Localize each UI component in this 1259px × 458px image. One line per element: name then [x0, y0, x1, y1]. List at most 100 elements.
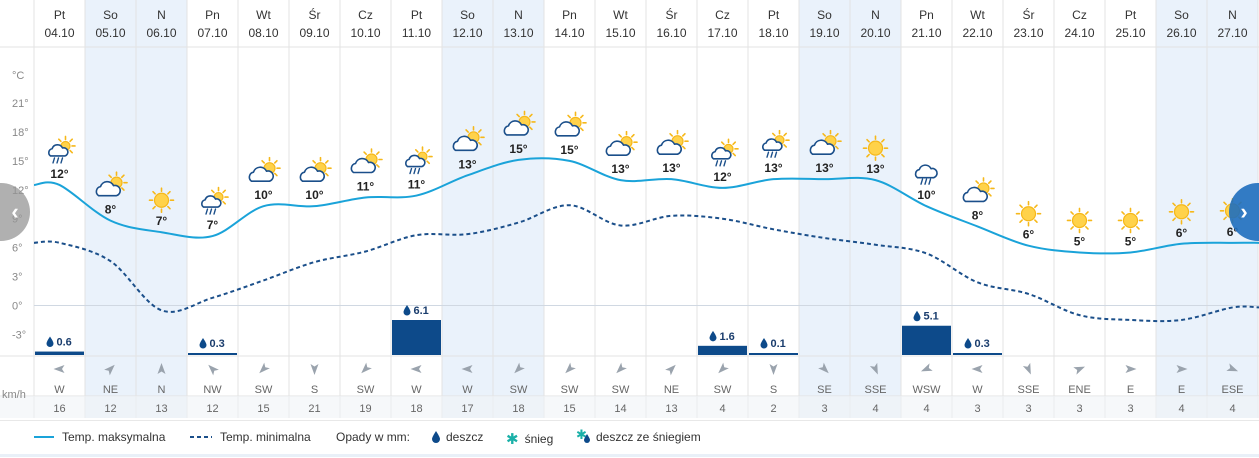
wind-arrow-icon	[54, 365, 65, 373]
chart-legend: Temp. maksymalna Temp. minimalna Opady w…	[0, 420, 1259, 458]
day-name: Śr	[666, 7, 678, 22]
wind-direction: NE	[664, 384, 679, 396]
rain-cloud-sun-icon	[712, 139, 738, 166]
day-name: Śr	[1023, 7, 1035, 22]
wind-arrow-icon	[358, 363, 371, 376]
rain-cloud-sun-icon	[763, 131, 789, 158]
raindrop-icon	[404, 305, 411, 316]
wind-arrow-icon	[562, 363, 575, 376]
precip-bar	[698, 346, 747, 355]
day-date: 12.10	[452, 26, 482, 40]
day-date: 09.10	[299, 26, 329, 40]
day-temp-label: 13°	[815, 161, 833, 175]
day-temp-label: 13°	[764, 161, 782, 175]
y-tick-label: 18°	[12, 127, 29, 139]
wind-speed: 16	[53, 403, 65, 415]
wind-arrow-icon	[256, 363, 269, 376]
wind-direction: SW	[510, 384, 528, 396]
wind-direction: ENE	[1068, 384, 1091, 396]
day-date: 26.10	[1166, 26, 1196, 40]
day-date: 21.10	[911, 26, 941, 40]
legend-rain: deszcz	[432, 430, 483, 444]
rain-cloud-sun-icon	[406, 147, 432, 174]
precip-bar	[35, 352, 84, 355]
precip-bar	[188, 353, 237, 355]
raindrop-icon	[914, 311, 921, 322]
rain-cloud-sun-icon	[202, 188, 228, 215]
raindrop-icon	[200, 338, 207, 349]
day-name: Cz	[358, 8, 373, 22]
day-date: 05.10	[95, 26, 125, 40]
y-tick-label: 3°	[12, 272, 23, 284]
legend-precip-title: Opady w mm:	[336, 430, 410, 444]
day-temp-label: 11°	[408, 178, 426, 192]
wind-speed: 18	[410, 403, 422, 415]
day-date: 25.10	[1115, 26, 1145, 40]
precip-value: 0.3	[210, 338, 225, 350]
y-tick-label: 6°	[12, 243, 23, 255]
wind-arrow-icon	[1023, 363, 1035, 376]
wind-speed: 14	[614, 403, 626, 415]
day-name: Wt	[970, 8, 985, 22]
sun-icon	[1068, 208, 1092, 232]
wind-speed: 4	[872, 403, 878, 415]
wind-speed: 3	[1025, 403, 1031, 415]
day-name: So	[817, 8, 832, 22]
legend-min-label: Temp. minimalna	[220, 430, 311, 444]
rain-cloud-sun-icon	[49, 136, 75, 163]
day-name: N	[871, 8, 880, 22]
wind-direction: SW	[561, 384, 579, 396]
day-name: Wt	[613, 8, 628, 22]
legend-sleet: ✱ deszcz ze śniegiem	[576, 430, 701, 444]
wind-speed: 15	[563, 403, 575, 415]
wind-direction: S	[770, 384, 777, 396]
day-name: Śr	[309, 7, 321, 22]
raindrop-icon	[47, 337, 54, 348]
wind-speed: 4	[1178, 403, 1184, 415]
day-temp-label: 8°	[105, 203, 117, 217]
wind-arrow-icon	[613, 363, 626, 376]
raindrop-icon	[761, 338, 768, 349]
wind-direction: SSE	[864, 384, 886, 396]
wind-arrow-icon	[770, 364, 778, 375]
cloud-sun-icon	[300, 158, 331, 182]
day-temp-label: 5°	[1074, 234, 1086, 248]
day-name: N	[514, 8, 523, 22]
speed-row-background	[0, 396, 1259, 418]
precip-value: 0.6	[57, 337, 72, 349]
day-name: Cz	[1072, 8, 1087, 22]
chevron-left-icon: ‹	[11, 199, 18, 225]
wind-speed: 4	[923, 403, 929, 415]
y-tick-label: 15°	[12, 156, 29, 168]
day-date: 11.10	[402, 26, 431, 40]
legend-sleet-label: deszcz ze śniegiem	[596, 430, 701, 444]
day-temp-label: 15°	[509, 142, 527, 156]
legend-snow: ✱ śnieg	[506, 430, 553, 448]
wind-direction: W	[54, 384, 65, 396]
day-temp-label: 6°	[1176, 226, 1188, 240]
wind-direction: NE	[103, 384, 118, 396]
day-name: Pt	[1125, 8, 1137, 22]
day-name: Pn	[562, 8, 577, 22]
chevron-right-icon: ›	[1240, 199, 1247, 225]
day-temp-label: 11°	[357, 180, 375, 194]
day-date: 18.10	[758, 26, 788, 40]
day-temp-label: 13°	[611, 162, 629, 176]
sun-icon	[1170, 200, 1194, 224]
wind-direction: SW	[612, 384, 630, 396]
day-name: Pt	[411, 8, 423, 22]
wind-speed: 18	[512, 403, 524, 415]
y-tick-label: -3°	[12, 329, 26, 341]
wind-speed: 19	[359, 403, 371, 415]
day-temp-label: 10°	[917, 188, 935, 202]
cloud-sun-icon	[555, 112, 586, 136]
sun-icon	[1017, 202, 1041, 226]
day-name: So	[103, 8, 118, 22]
wind-speed: 12	[206, 403, 218, 415]
day-date: 15.10	[605, 26, 635, 40]
wind-speed: 3	[1127, 403, 1133, 415]
wind-speed: 15	[257, 403, 269, 415]
day-date: 16.10	[656, 26, 686, 40]
precip-value: 6.1	[414, 305, 429, 317]
day-temp-label: 13°	[458, 157, 476, 171]
